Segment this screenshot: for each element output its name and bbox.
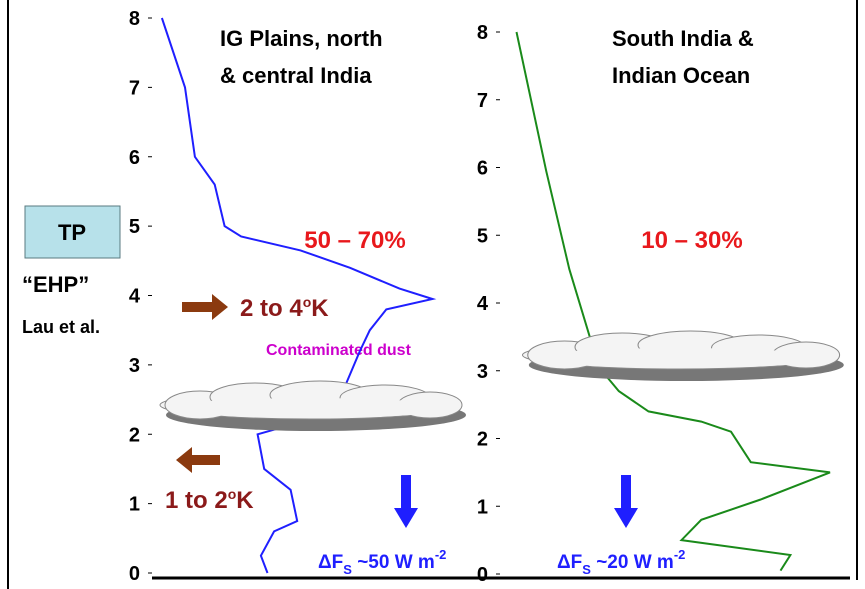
arrow-down xyxy=(394,475,418,528)
flux-label: ΔFS ~20 W m-2 xyxy=(557,547,685,577)
y-tick-label: 6 xyxy=(477,158,488,180)
tp-label: TP xyxy=(58,220,86,245)
warming-label: 2 to 4oK xyxy=(240,294,329,322)
cooling-label: 1 to 2oK xyxy=(165,486,254,514)
panel-title: & central India xyxy=(220,63,372,88)
flux-sub: S xyxy=(343,562,352,577)
flux-text: ~20 W m xyxy=(591,552,674,573)
flux-sup: -2 xyxy=(435,547,447,562)
arrow-left xyxy=(176,447,220,473)
page: TP “EHP” Lau et al. 2 to 4oK 1 to 2oK Co… xyxy=(0,0,865,589)
arrow-down xyxy=(614,475,638,528)
arrow-right xyxy=(182,294,228,320)
y-tick-label: 7 xyxy=(129,77,140,99)
y-tick-label: 1 xyxy=(477,496,488,518)
y-tick-label: 8 xyxy=(477,22,488,44)
dust-label: Contaminated dust xyxy=(266,342,412,359)
y-tick-label: 8 xyxy=(129,8,140,30)
y-tick-label: 1 xyxy=(129,494,140,516)
profile-line xyxy=(517,32,831,571)
y-tick-label: 6 xyxy=(129,147,140,169)
cloud xyxy=(160,381,466,431)
cloud xyxy=(523,331,844,381)
panel-title: Indian Ocean xyxy=(612,63,750,88)
y-tick-label: 5 xyxy=(477,225,488,247)
y-tick-label: 2 xyxy=(477,429,488,451)
flux-sub: S xyxy=(582,562,591,577)
y-tick-label: 4 xyxy=(477,293,489,315)
y-tick-label: 4 xyxy=(129,286,141,308)
flux-text: ΔF xyxy=(557,552,582,573)
flux-text: ΔF xyxy=(318,552,343,573)
y-tick-label: 0 xyxy=(477,564,488,586)
flux-text: ~50 W m xyxy=(352,552,435,573)
share-label: 50 – 70% xyxy=(304,227,405,254)
y-tick-label: 7 xyxy=(477,90,488,112)
y-tick-label: 5 xyxy=(129,216,140,238)
panel-title: South India & xyxy=(612,26,754,51)
panel-title: IG Plains, north xyxy=(220,26,383,51)
share-label: 10 – 30% xyxy=(641,227,742,254)
flux-sup: -2 xyxy=(674,547,686,562)
y-tick-label: 2 xyxy=(129,424,140,446)
ehp-label: “EHP” xyxy=(22,272,89,297)
slide: TP “EHP” Lau et al. 2 to 4oK 1 to 2oK Co… xyxy=(0,0,865,589)
y-tick-label: 3 xyxy=(129,355,140,377)
y-tick-label: 3 xyxy=(477,361,488,383)
y-tick-label: 0 xyxy=(129,563,140,585)
flux-label: ΔFS ~50 W m-2 xyxy=(318,547,446,577)
reference: Lau et al. xyxy=(22,317,100,337)
